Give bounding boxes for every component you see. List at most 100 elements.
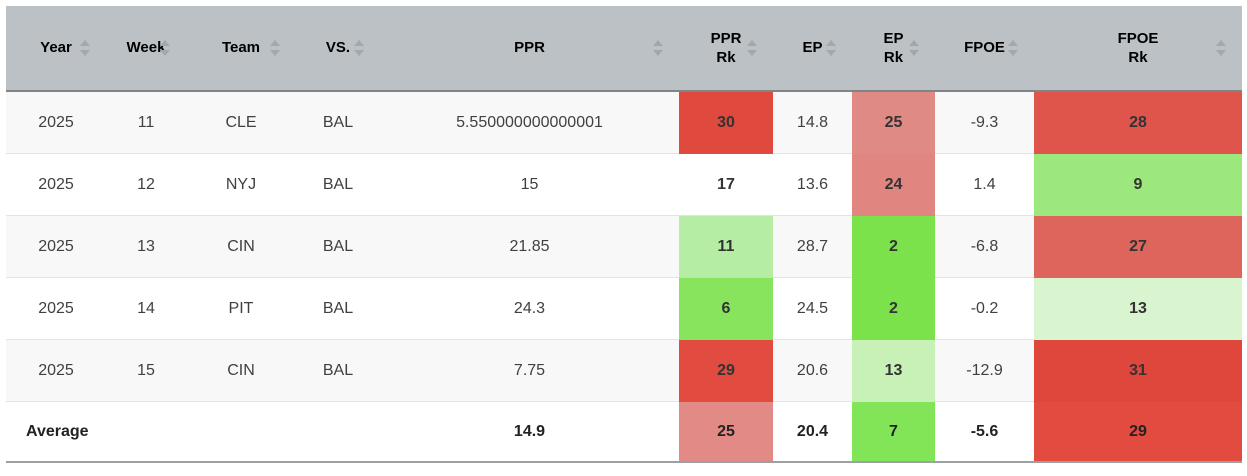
cell-ppr-rk: 29	[679, 340, 773, 402]
cell-ppr: 24.3	[380, 278, 679, 340]
cell-ep-rk: 24	[852, 154, 935, 216]
sort-arrows-icon	[747, 40, 757, 56]
sort-arrows-icon	[160, 40, 170, 56]
sort-up-icon	[1216, 40, 1226, 46]
cell-vs: BAL	[296, 154, 380, 216]
table-row: 2025 11 CLE BAL 5.550000000000001 30 14.8 25 -9.…	[6, 92, 1242, 154]
column-header-year[interactable]: Year	[6, 6, 106, 92]
sort-up-icon	[160, 40, 170, 46]
cell-vs: BAL	[296, 278, 380, 340]
column-header-fpoe-rk[interactable]: FPOE Rk	[1034, 6, 1242, 92]
cell-ppr-rk: 30	[679, 92, 773, 154]
sort-down-icon	[653, 50, 663, 56]
cell-ep: 24.5	[773, 278, 852, 340]
sort-arrows-icon	[1008, 40, 1018, 56]
cell-year: 2025	[6, 216, 106, 278]
sort-arrows-icon	[270, 40, 280, 56]
sort-up-icon	[909, 40, 919, 46]
cell-year: Average	[6, 402, 106, 463]
column-header-label: Week	[126, 39, 166, 57]
cell-vs: BAL	[296, 340, 380, 402]
cell-ppr-rk: 25	[679, 402, 773, 463]
cell-fpoe-rk: 29	[1034, 402, 1242, 463]
sort-down-icon	[826, 50, 836, 56]
column-header-ppr-rk[interactable]: PPR Rk	[679, 6, 773, 92]
cell-team: CIN	[186, 216, 296, 278]
cell-fpoe: -12.9	[935, 340, 1034, 402]
cell-ep-rk: 2	[852, 216, 935, 278]
cell-week: 13	[106, 216, 186, 278]
cell-ep: 20.6	[773, 340, 852, 402]
table-row: 2025 13 CIN BAL 21.85 11 28.7 2 -6.8 27	[6, 216, 1242, 278]
sort-up-icon	[270, 40, 280, 46]
column-header-vs[interactable]: VS.	[296, 6, 380, 92]
cell-year: 2025	[6, 278, 106, 340]
sort-arrows-icon	[653, 40, 663, 56]
column-header-label: VS.	[325, 39, 351, 57]
cell-week: 14	[106, 278, 186, 340]
cell-week: 12	[106, 154, 186, 216]
cell-week	[106, 402, 186, 463]
column-header-label: Team	[221, 39, 261, 57]
average-row: Average 14.9 25 20.4 7 -5.6 29	[6, 402, 1242, 463]
cell-fpoe-rk: 13	[1034, 278, 1242, 340]
table-row: 2025 14 PIT BAL 24.3 6 24.5 2 -0.2 13	[6, 278, 1242, 340]
cell-vs: BAL	[296, 216, 380, 278]
cell-fpoe: 1.4	[935, 154, 1034, 216]
table-row: 2025 15 CIN BAL 7.75 29 20.6 13 -12.9 31	[6, 340, 1242, 402]
column-header-label: Year	[40, 39, 72, 57]
column-header-team[interactable]: Team	[186, 6, 296, 92]
column-header-fpoe[interactable]: FPOE	[935, 6, 1034, 92]
sort-down-icon	[160, 50, 170, 56]
sort-up-icon	[826, 40, 836, 46]
cell-vs	[296, 402, 380, 463]
cell-fpoe-rk: 28	[1034, 92, 1242, 154]
cell-week: 15	[106, 340, 186, 402]
cell-fpoe-rk: 31	[1034, 340, 1242, 402]
cell-year: 2025	[6, 340, 106, 402]
column-header-label: EP Rk	[883, 29, 904, 67]
sort-up-icon	[747, 40, 757, 46]
cell-team: CIN	[186, 340, 296, 402]
cell-team: NYJ	[186, 154, 296, 216]
cell-fpoe-rk: 9	[1034, 154, 1242, 216]
table-row: 2025 12 NYJ BAL 15 17 13.6 24 1.4 9	[6, 154, 1242, 216]
column-header-label: EP	[802, 39, 823, 57]
cell-ppr: 21.85	[380, 216, 679, 278]
cell-fpoe: -5.6	[935, 402, 1034, 463]
cell-ep-rk: 7	[852, 402, 935, 463]
cell-ppr-rk: 6	[679, 278, 773, 340]
sort-up-icon	[1008, 40, 1018, 46]
sort-down-icon	[1008, 50, 1018, 56]
cell-ppr: 7.75	[380, 340, 679, 402]
cell-ep-rk: 13	[852, 340, 935, 402]
sort-up-icon	[80, 40, 90, 46]
sort-arrows-icon	[909, 40, 919, 56]
column-header-label: FPOE	[964, 39, 1005, 57]
sort-up-icon	[653, 40, 663, 46]
cell-ep: 14.8	[773, 92, 852, 154]
column-header-ep[interactable]: EP	[773, 6, 852, 92]
sort-arrows-icon	[354, 40, 364, 56]
column-header-ppr[interactable]: PPR	[380, 6, 679, 92]
column-header-week[interactable]: Week	[106, 6, 186, 92]
cell-fpoe: -6.8	[935, 216, 1034, 278]
cell-year: 2025	[6, 154, 106, 216]
cell-team: PIT	[186, 278, 296, 340]
sort-up-icon	[354, 40, 364, 46]
sort-arrows-icon	[80, 40, 90, 56]
column-header-label: PPR Rk	[710, 29, 742, 67]
cell-ep: 13.6	[773, 154, 852, 216]
sort-down-icon	[270, 50, 280, 56]
cell-ppr-rk: 11	[679, 216, 773, 278]
sort-down-icon	[747, 50, 757, 56]
sort-arrows-icon	[1216, 40, 1226, 56]
cell-ep-rk: 2	[852, 278, 935, 340]
cell-ep: 28.7	[773, 216, 852, 278]
column-header-ep-rk[interactable]: EP Rk	[852, 6, 935, 92]
column-header-label: PPR	[514, 39, 545, 57]
table-body: 2025 11 CLE BAL 5.550000000000001 30 14.8 25 -9.…	[6, 92, 1242, 463]
cell-team	[186, 402, 296, 463]
table-header-row: Year Week Team VS. PPR	[6, 6, 1242, 92]
cell-ppr-rk: 17	[679, 154, 773, 216]
